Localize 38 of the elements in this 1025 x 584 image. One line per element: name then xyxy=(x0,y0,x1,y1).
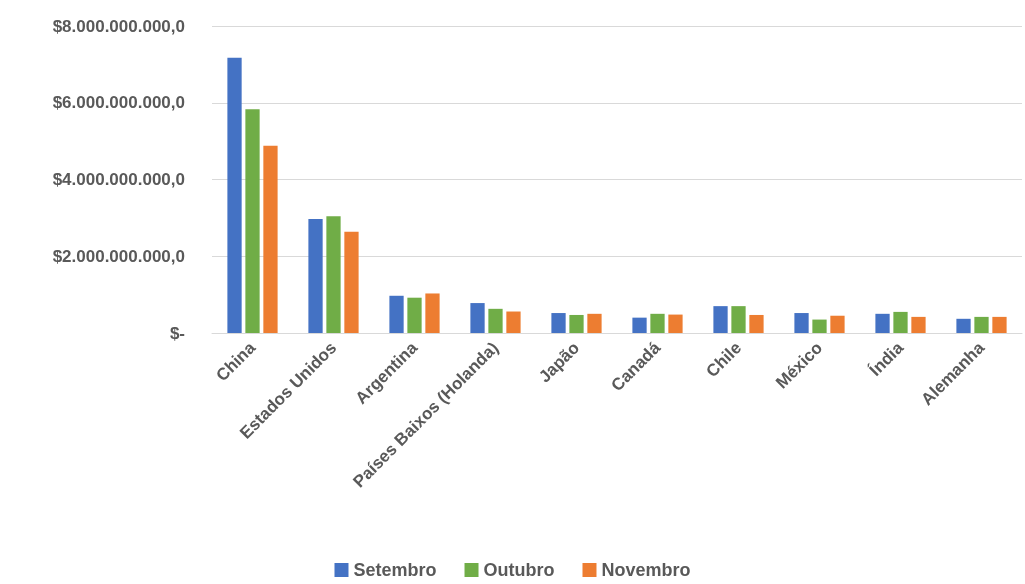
y-tick-label: $2.000.000.000,0 xyxy=(52,246,185,266)
bar xyxy=(308,219,323,333)
bar xyxy=(632,317,647,333)
bar xyxy=(506,311,521,333)
bar xyxy=(830,315,845,333)
legend-label: Outubro xyxy=(483,560,555,580)
bar xyxy=(713,306,728,333)
bar xyxy=(551,313,566,333)
bar xyxy=(245,109,260,333)
bar xyxy=(344,231,359,333)
bar xyxy=(794,313,809,333)
bar xyxy=(425,293,440,333)
bar xyxy=(389,295,404,333)
bar xyxy=(587,313,602,333)
bar xyxy=(407,297,422,333)
bar xyxy=(470,303,485,333)
bar xyxy=(650,313,665,333)
legend-label: Novembro xyxy=(601,560,691,580)
y-tick-label: $4.000.000.000,0 xyxy=(52,170,185,189)
bar xyxy=(227,57,242,333)
bar xyxy=(956,318,971,333)
y-tick-label: $8.000.000.000,0 xyxy=(52,16,185,36)
bar xyxy=(749,314,764,333)
bar xyxy=(668,314,683,333)
bar xyxy=(812,319,827,333)
legend-label: Setembro xyxy=(353,560,437,580)
bar xyxy=(263,145,278,333)
bar xyxy=(569,314,584,333)
bar xyxy=(875,313,890,333)
y-tick-label: $- xyxy=(169,323,185,343)
y-tick-label: $6.000.000.000,0 xyxy=(52,93,185,113)
bar xyxy=(992,316,1007,333)
bar xyxy=(911,316,926,333)
bar xyxy=(974,316,989,333)
bar xyxy=(326,216,341,333)
bar xyxy=(488,308,503,333)
bar xyxy=(731,306,746,333)
bar xyxy=(893,311,908,333)
